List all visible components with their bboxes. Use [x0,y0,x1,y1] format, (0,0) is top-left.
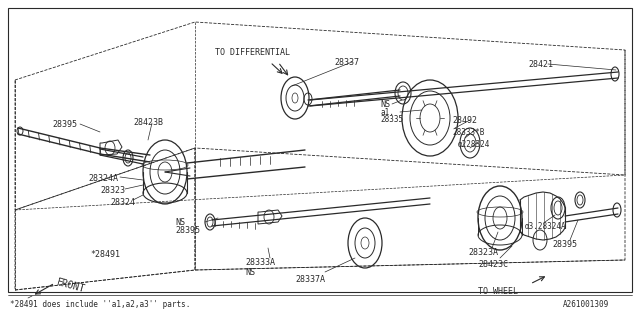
Text: TO WHEEL: TO WHEEL [478,287,518,296]
Text: 28323: 28323 [100,186,125,195]
Bar [8,8,632,292]
Text: NS: NS [245,268,255,277]
Text: A261001309: A261001309 [563,300,609,309]
Text: 28324: 28324 [110,198,135,207]
Text: NS: NS [175,218,185,227]
Text: NS: NS [380,100,390,109]
Text: 28333*B: 28333*B [452,128,484,137]
Text: 28421: 28421 [528,60,553,69]
Text: 28324A: 28324A [88,174,118,183]
Text: 28395: 28395 [52,120,77,129]
Text: *28491 does include ''a1,a2,a3'' parts.: *28491 does include ''a1,a2,a3'' parts. [10,300,190,309]
Text: α228324: α228324 [458,140,490,149]
Text: 28423B: 28423B [133,118,163,127]
Text: TO DIFFERENTIAL: TO DIFFERENTIAL [215,48,290,57]
Text: 28335: 28335 [380,115,403,124]
Text: 28395: 28395 [552,240,577,249]
Text: 28337A: 28337A [295,275,325,284]
Text: 28423C: 28423C [478,260,508,269]
Text: 28323A: 28323A [468,248,498,257]
Text: *28491: *28491 [90,250,120,259]
Text: 28492: 28492 [452,116,477,125]
Text: 28333A: 28333A [245,258,275,267]
Text: 28337: 28337 [334,58,359,67]
Text: FRONT: FRONT [56,277,86,294]
Text: α3.28324A: α3.28324A [525,222,566,231]
Text: 28395: 28395 [175,226,200,235]
Text: a1.: a1. [380,108,394,117]
